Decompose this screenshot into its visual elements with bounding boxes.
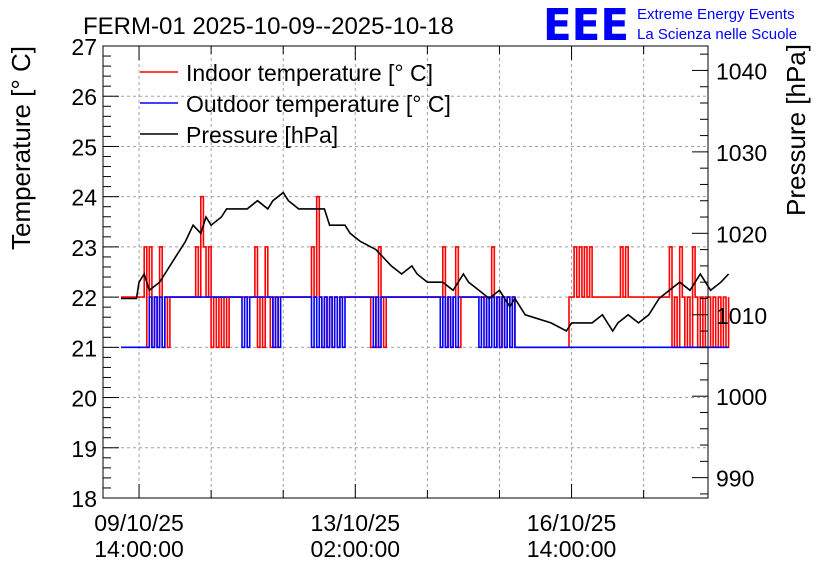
plot-frame — [102, 45, 709, 499]
legend: Indoor temperature [° C] Outdoor tempera… — [140, 60, 451, 148]
x-tick-label-date: 13/10/25 — [311, 510, 401, 536]
y-left-tick-label: 25 — [71, 134, 97, 160]
y-left-tick-label: 21 — [71, 335, 97, 361]
axes: 18 19 20 21 22 23 24 25 26 27 990 1000 1010 1020 1030 1… — [71, 34, 767, 562]
y-axis-left-label: Temperature [° C] — [6, 46, 36, 250]
y-left-tick-label: 18 — [71, 486, 97, 512]
y-left-tick-label: 24 — [71, 185, 97, 211]
y-right-tick-label: 1040 — [716, 58, 767, 84]
legend-label-indoor: Indoor temperature [° C] — [186, 60, 433, 86]
series-outdoor-temperature — [121, 296, 729, 349]
x-tick-label-date: 16/10/25 — [527, 510, 617, 536]
eee-branding: EEE Extreme Energy Events La Scienza nel… — [543, 0, 797, 51]
y-left-tick-label: 20 — [71, 386, 97, 412]
y-right-tick-label: 1030 — [716, 140, 767, 166]
y-axis-right-label: Pressure [hPa] — [781, 44, 811, 216]
series-pressure — [121, 191, 730, 333]
y-left-tick-label: 23 — [71, 235, 97, 261]
y-left-tick-label: 27 — [71, 34, 97, 60]
y-right-tick-label: 990 — [716, 466, 754, 492]
y-left-tick-label: 26 — [71, 84, 97, 110]
legend-label-pressure: Pressure [hPa] — [186, 122, 338, 148]
eee-subtitle-1: Extreme Energy Events — [637, 6, 795, 23]
eee-logo: EEE — [543, 0, 629, 51]
chart-title: FERM-01 2025-10-09--2025-10-18 — [83, 13, 454, 40]
series-indoor-temperature — [121, 195, 730, 349]
eee-subtitle-2: La Scienza nelle Scuole — [637, 26, 797, 43]
y-left-tick-label: 19 — [71, 436, 97, 462]
y-right-tick-label: 1020 — [716, 221, 767, 247]
x-tick-label-time: 14:00:00 — [94, 536, 184, 562]
x-tick-label-time: 14:00:00 — [527, 536, 617, 562]
series-layer — [121, 191, 730, 349]
y-right-tick-label: 1000 — [716, 384, 767, 410]
y-right-tick-label: 1010 — [716, 303, 767, 329]
x-tick-label-date: 09/10/25 — [94, 510, 184, 536]
legend-label-outdoor: Outdoor temperature [° C] — [186, 91, 451, 117]
x-tick-label-time: 02:00:00 — [311, 536, 401, 562]
y-left-tick-label: 22 — [71, 285, 97, 311]
